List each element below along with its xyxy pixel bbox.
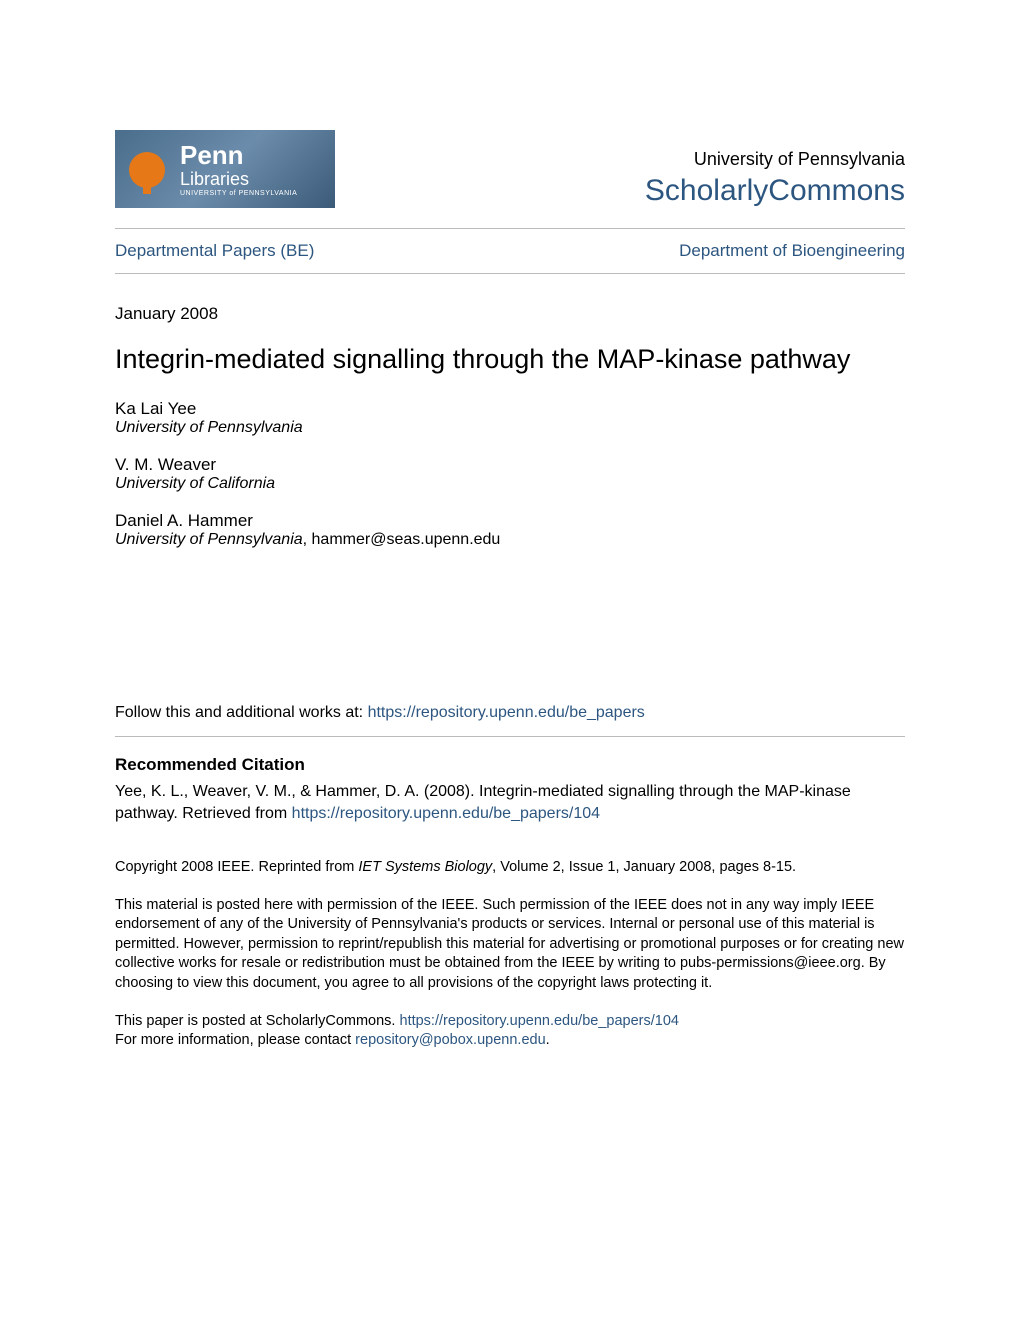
open-access-icon [127, 144, 172, 194]
author-affiliation: University of Pennsylvania [115, 419, 905, 437]
author-email: hammer@seas.upenn.edu [312, 531, 501, 548]
copyright-suffix: , Volume 2, Issue 1, January 2008, pages… [492, 859, 796, 875]
author-name: Ka Lai Yee [115, 399, 905, 419]
citation-heading: Recommended Citation [115, 755, 905, 775]
author-affiliation: University of Pennsylvania [115, 531, 303, 548]
author-block-3: Daniel A. Hammer University of Pennsylva… [115, 511, 905, 549]
penn-libraries-logo[interactable]: Penn Libraries UNIVERSITY of PENNSYLVANI… [115, 130, 335, 208]
header-right: University of Pennsylvania ScholarlyComm… [645, 149, 905, 208]
footer-block: This paper is posted at ScholarlyCommons… [115, 1012, 905, 1051]
logo-tiny-text: UNIVERSITY of PENNSYLVANIA [180, 190, 297, 197]
follow-works-text: Follow this and additional works at: htt… [115, 704, 905, 722]
journal-name: IET Systems Biology [358, 859, 492, 875]
publication-date: January 2008 [115, 304, 905, 324]
author-block-2: V. M. Weaver University of California [115, 455, 905, 493]
divider-nav [115, 273, 905, 274]
author-block-1: Ka Lai Yee University of Pennsylvania [115, 399, 905, 437]
author-affiliation: University of California [115, 475, 905, 493]
citation-text: Yee, K. L., Weaver, V. M., & Hammer, D. … [115, 781, 905, 824]
citation-link[interactable]: https://repository.upenn.edu/be_papers/1… [292, 805, 600, 822]
ieee-disclaimer: This material is posted here with permis… [115, 896, 905, 994]
logo-sub-text: Libraries [180, 170, 297, 188]
breadcrumb-nav: Departmental Papers (BE) Department of B… [115, 229, 905, 273]
nav-left-link[interactable]: Departmental Papers (BE) [115, 241, 314, 261]
footer-line2-link[interactable]: repository@pobox.upenn.edu [355, 1032, 545, 1048]
footer-line2-prefix: For more information, please contact [115, 1032, 355, 1048]
paper-title: Integrin-mediated signalling through the… [115, 344, 905, 375]
divider-citation [115, 736, 905, 737]
follow-link[interactable]: https://repository.upenn.edu/be_papers [368, 704, 645, 721]
logo-main-text: Penn [180, 142, 297, 168]
author-email-separator: , [303, 531, 312, 548]
footer-line-2: For more information, please contact rep… [115, 1031, 905, 1051]
university-name: University of Pennsylvania [645, 149, 905, 170]
copyright-prefix: Copyright 2008 IEEE. Reprinted from [115, 859, 358, 875]
author-name: V. M. Weaver [115, 455, 905, 475]
copyright-block: Copyright 2008 IEEE. Reprinted from IET … [115, 858, 905, 878]
footer-line2-suffix: . [546, 1032, 550, 1048]
footer-line1-prefix: This paper is posted at ScholarlyCommons… [115, 1013, 400, 1029]
author-affiliation-line: University of Pennsylvania, hammer@seas.… [115, 531, 905, 549]
site-name-link[interactable]: ScholarlyCommons [645, 174, 905, 208]
logo-text: Penn Libraries UNIVERSITY of PENNSYLVANI… [180, 142, 297, 197]
author-name: Daniel A. Hammer [115, 511, 905, 531]
footer-line1-link[interactable]: https://repository.upenn.edu/be_papers/1… [400, 1013, 679, 1029]
nav-right-link[interactable]: Department of Bioengineering [679, 241, 905, 261]
header-row: Penn Libraries UNIVERSITY of PENNSYLVANI… [115, 130, 905, 208]
footer-line-1: This paper is posted at ScholarlyCommons… [115, 1012, 905, 1032]
follow-prefix: Follow this and additional works at: [115, 704, 368, 721]
